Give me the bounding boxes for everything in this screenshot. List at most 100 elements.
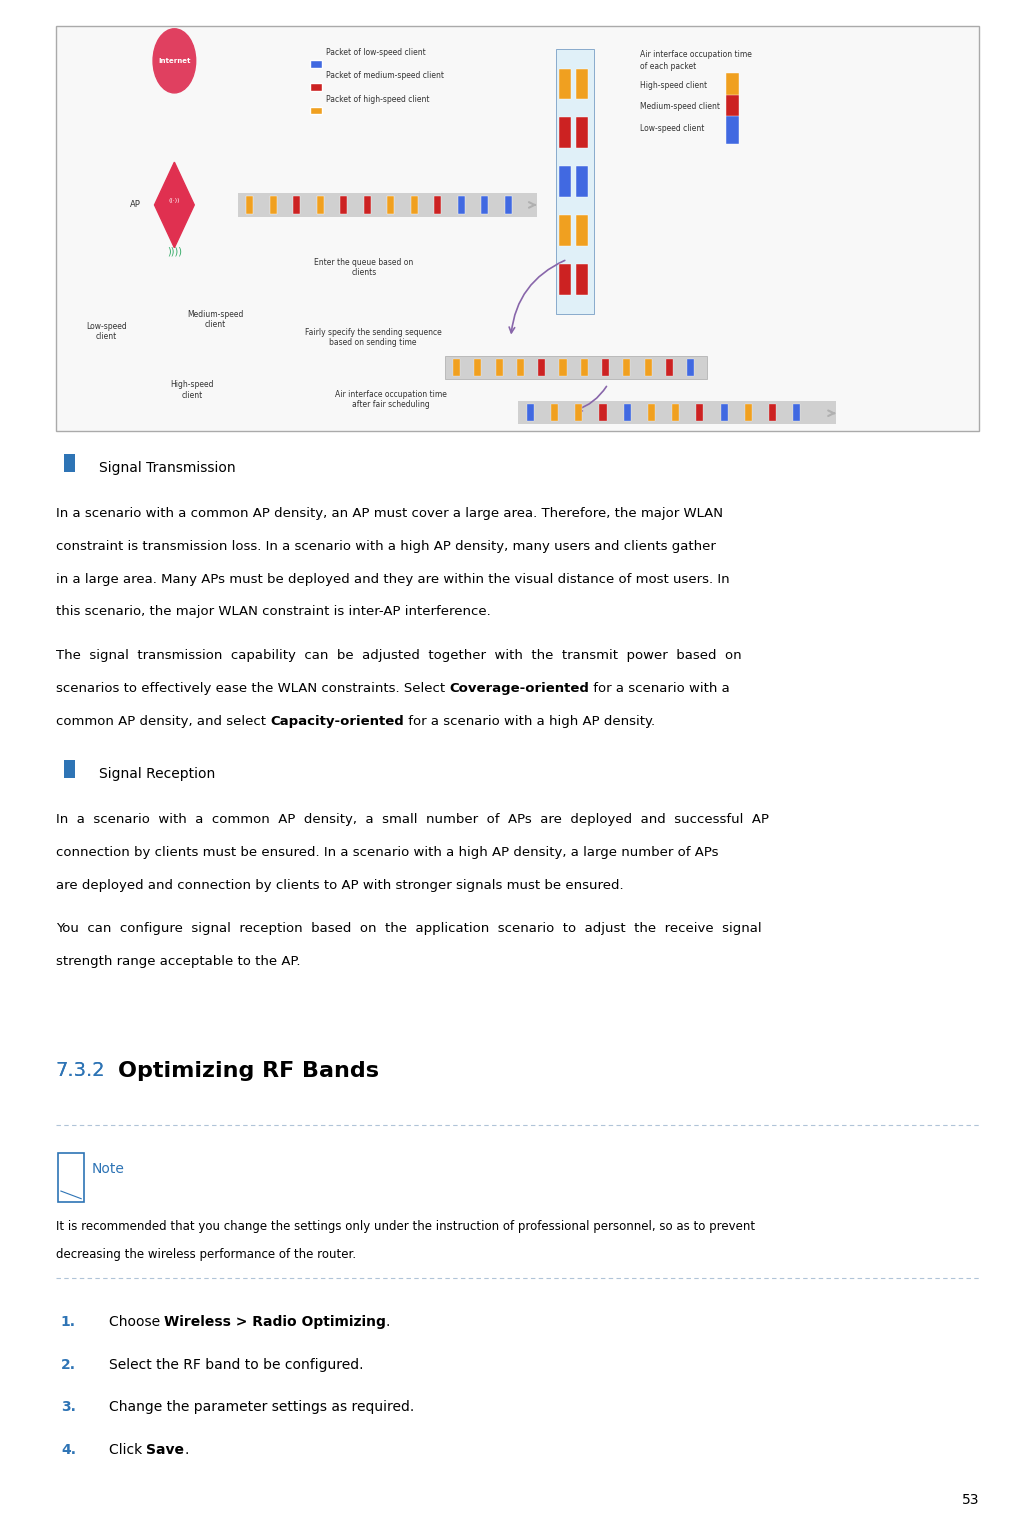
Polygon shape <box>154 162 194 247</box>
Text: are deployed and connection by clients to AP with stronger signals must be ensur: are deployed and connection by clients t… <box>56 878 623 892</box>
Text: The  signal  transmission  capability  can  be  adjusted  together  with  the  t: The signal transmission capability can b… <box>56 649 741 663</box>
FancyBboxPatch shape <box>559 118 571 148</box>
FancyBboxPatch shape <box>310 107 322 115</box>
Text: Air interface occupation time
of each packet: Air interface occupation time of each pa… <box>639 50 751 72</box>
Text: In  a  scenario  with  a  common  AP  density,  a  small  number  of  APs  are  : In a scenario with a common AP density, … <box>56 812 768 826</box>
Text: Medium-speed
client: Medium-speed client <box>187 310 244 330</box>
Text: Internet: Internet <box>158 58 191 64</box>
FancyBboxPatch shape <box>559 215 571 246</box>
FancyBboxPatch shape <box>481 195 488 214</box>
Text: decreasing the wireless performance of the router.: decreasing the wireless performance of t… <box>56 1248 356 1261</box>
FancyBboxPatch shape <box>576 215 588 246</box>
FancyBboxPatch shape <box>721 405 728 421</box>
Text: .: . <box>185 1443 189 1457</box>
FancyBboxPatch shape <box>576 405 583 421</box>
Text: connection by clients must be ensured. In a scenario with a high AP density, a l: connection by clients must be ensured. I… <box>56 846 719 860</box>
FancyBboxPatch shape <box>64 759 75 777</box>
Text: )))): )))) <box>166 247 182 257</box>
FancyBboxPatch shape <box>527 405 534 421</box>
Text: strength range acceptable to the AP.: strength range acceptable to the AP. <box>56 956 300 968</box>
FancyBboxPatch shape <box>696 405 703 421</box>
Text: Choose: Choose <box>109 1315 164 1328</box>
Text: this scenario, the major WLAN constraint is inter-AP interference.: this scenario, the major WLAN constraint… <box>56 605 490 618</box>
FancyBboxPatch shape <box>666 359 673 376</box>
Text: High-speed client: High-speed client <box>639 81 706 90</box>
FancyBboxPatch shape <box>769 405 776 421</box>
Text: AP: AP <box>130 200 141 209</box>
FancyBboxPatch shape <box>576 166 588 197</box>
FancyBboxPatch shape <box>310 82 322 92</box>
FancyBboxPatch shape <box>411 195 418 214</box>
Text: 2.: 2. <box>61 1358 76 1371</box>
Text: You  can  configure  signal  reception  based  on  the  application  scenario  t: You can configure signal reception based… <box>56 922 761 936</box>
FancyBboxPatch shape <box>559 69 571 99</box>
Text: Air interface occupation time
after fair scheduling: Air interface occupation time after fair… <box>335 389 448 409</box>
FancyBboxPatch shape <box>726 116 739 144</box>
FancyBboxPatch shape <box>726 73 739 101</box>
FancyBboxPatch shape <box>556 49 594 315</box>
Circle shape <box>153 29 196 93</box>
FancyBboxPatch shape <box>495 359 502 376</box>
Text: Click: Click <box>109 1443 146 1457</box>
Text: Note: Note <box>91 1162 124 1176</box>
FancyBboxPatch shape <box>559 166 571 197</box>
Text: It is recommended that you change the settings only under the instruction of pro: It is recommended that you change the se… <box>56 1220 755 1234</box>
Text: Packet of medium-speed client: Packet of medium-speed client <box>326 72 445 81</box>
Text: 7.3.2: 7.3.2 <box>56 1061 106 1080</box>
FancyBboxPatch shape <box>504 195 512 214</box>
Text: Fairly specify the sending sequence
based on sending time: Fairly specify the sending sequence base… <box>304 328 442 347</box>
Text: 1.: 1. <box>61 1315 76 1328</box>
Text: Coverage-oriented: Coverage-oriented <box>450 681 589 695</box>
FancyBboxPatch shape <box>310 60 322 67</box>
Text: Optimizing RF Bands: Optimizing RF Bands <box>118 1061 379 1081</box>
Text: scenarios to effectively ease the WLAN constraints. Select: scenarios to effectively ease the WLAN c… <box>56 681 450 695</box>
Text: Enter the queue based on
clients: Enter the queue based on clients <box>315 258 414 276</box>
FancyBboxPatch shape <box>745 405 752 421</box>
FancyBboxPatch shape <box>363 195 370 214</box>
FancyBboxPatch shape <box>602 359 609 376</box>
Text: for a scenario with a high AP density.: for a scenario with a high AP density. <box>404 715 655 728</box>
Text: Wireless > Radio Optimizing: Wireless > Radio Optimizing <box>164 1315 386 1328</box>
FancyBboxPatch shape <box>559 264 571 295</box>
Text: Medium-speed client: Medium-speed client <box>639 102 720 111</box>
FancyBboxPatch shape <box>538 359 545 376</box>
Text: Change the parameter settings as required.: Change the parameter settings as require… <box>109 1400 414 1414</box>
FancyBboxPatch shape <box>453 359 460 376</box>
Text: High-speed
client: High-speed client <box>171 380 214 400</box>
FancyBboxPatch shape <box>576 118 588 148</box>
FancyBboxPatch shape <box>623 405 630 421</box>
FancyBboxPatch shape <box>600 405 607 421</box>
Text: Packet of low-speed client: Packet of low-speed client <box>326 47 426 56</box>
FancyBboxPatch shape <box>238 192 537 217</box>
FancyBboxPatch shape <box>576 69 588 99</box>
Text: 53: 53 <box>962 1493 979 1507</box>
Text: in a large area. Many APs must be deployed and they are within the visual distan: in a large area. Many APs must be deploy… <box>56 573 730 586</box>
FancyBboxPatch shape <box>474 359 481 376</box>
FancyBboxPatch shape <box>317 195 324 214</box>
Text: 4.: 4. <box>61 1443 76 1457</box>
Text: Signal Reception: Signal Reception <box>99 767 216 782</box>
Text: ((·)): ((·)) <box>168 199 180 203</box>
Text: Low-speed
client: Low-speed client <box>86 322 127 341</box>
Text: In a scenario with a common AP density, an AP must cover a large area. Therefore: In a scenario with a common AP density, … <box>56 507 723 521</box>
FancyBboxPatch shape <box>446 356 707 379</box>
FancyBboxPatch shape <box>687 359 694 376</box>
FancyBboxPatch shape <box>648 405 655 421</box>
FancyBboxPatch shape <box>64 454 75 472</box>
FancyBboxPatch shape <box>672 405 679 421</box>
FancyBboxPatch shape <box>645 359 652 376</box>
FancyBboxPatch shape <box>726 95 739 122</box>
Text: .: . <box>386 1315 391 1328</box>
Text: Save: Save <box>146 1443 185 1457</box>
FancyBboxPatch shape <box>293 195 300 214</box>
FancyBboxPatch shape <box>388 195 395 214</box>
Text: 7.3.2: 7.3.2 <box>56 1061 106 1080</box>
FancyBboxPatch shape <box>794 405 801 421</box>
Text: Low-speed client: Low-speed client <box>639 124 704 133</box>
Text: Signal Transmission: Signal Transmission <box>99 461 236 475</box>
Text: 3.: 3. <box>61 1400 76 1414</box>
Text: common AP density, and select: common AP density, and select <box>56 715 270 728</box>
Text: constraint is transmission loss. In a scenario with a high AP density, many user: constraint is transmission loss. In a sc… <box>56 541 716 553</box>
FancyBboxPatch shape <box>518 402 836 425</box>
FancyBboxPatch shape <box>270 195 277 214</box>
